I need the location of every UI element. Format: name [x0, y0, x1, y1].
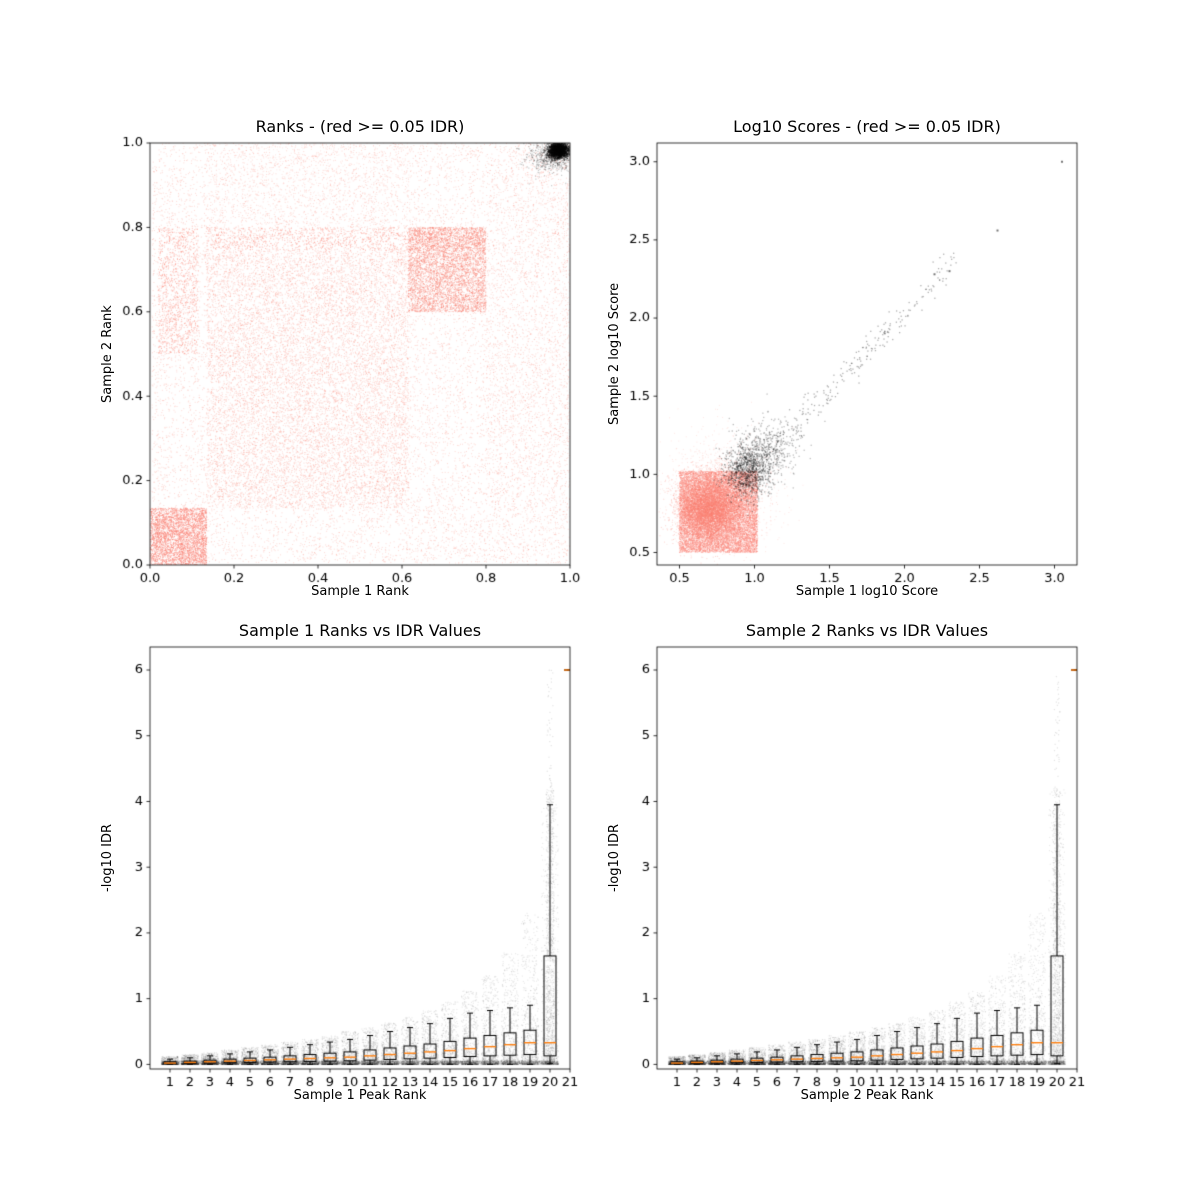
chart-title-sample1-idr: Sample 1 Ranks vs IDR Values [238, 621, 482, 640]
xlabel-sample2-idr: Sample 2 Peak Rank [800, 1088, 934, 1103]
chart-title-sample2-idr: Sample 2 Ranks vs IDR Values [745, 621, 989, 640]
xlabel-ranks: Sample 1 Rank [311, 584, 409, 599]
xlabel-sample1-idr: Sample 1 Peak Rank [293, 1088, 427, 1103]
log10-scores-scatter-canvas [602, 133, 1094, 605]
sample1-idr-boxplot-canvas [95, 637, 587, 1109]
chart-title-log10-scores: Log10 Scores - (red >= 0.05 IDR) [733, 117, 1001, 136]
ranks-scatter-canvas [95, 133, 587, 605]
chart-title-ranks: Ranks - (red >= 0.05 IDR) [255, 117, 465, 136]
xlabel-log10-scores: Sample 1 log10 Score [795, 584, 939, 599]
sample2-idr-boxplot-canvas [602, 637, 1094, 1109]
